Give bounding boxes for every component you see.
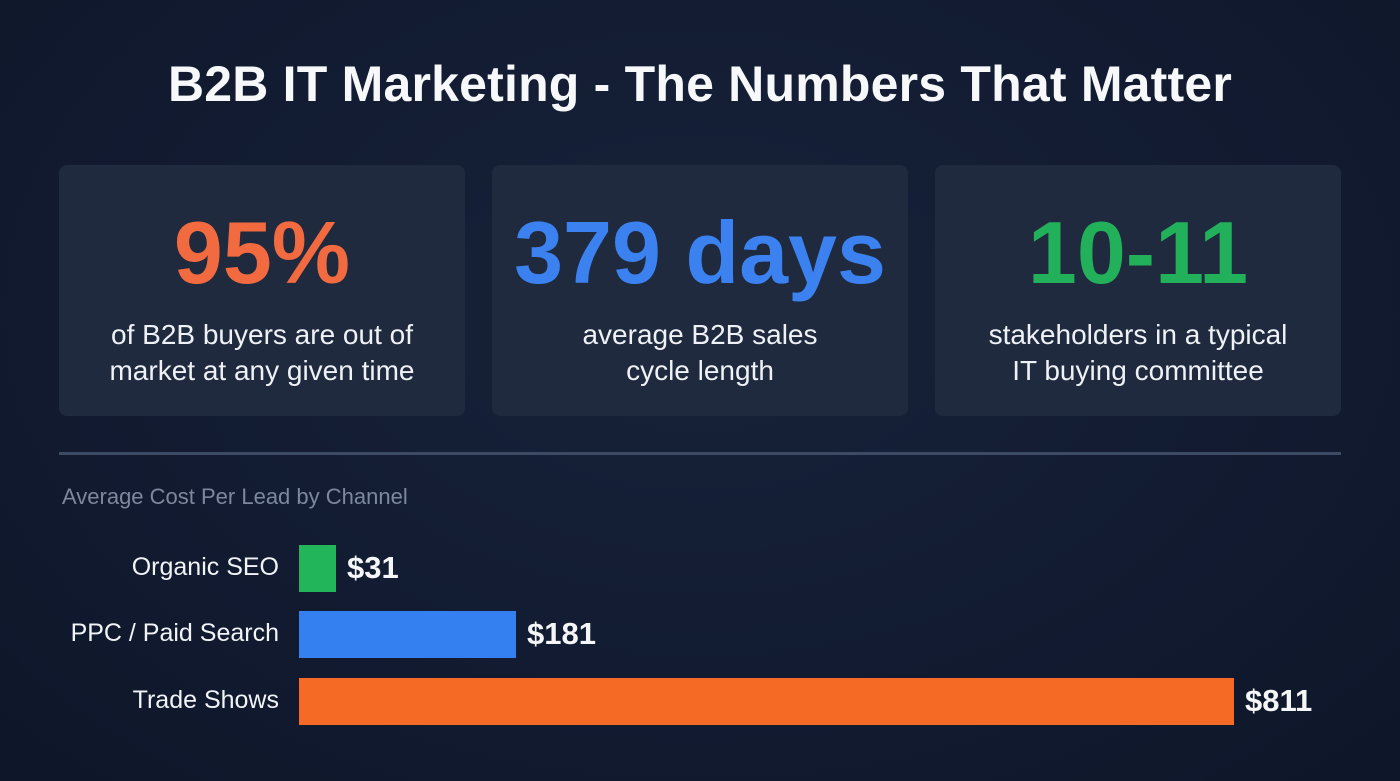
stat-description-line: market at any given time: [109, 355, 415, 386]
stat-description-line: stakeholders in a typical: [988, 319, 1288, 350]
stat-description-line: average B2B sales: [582, 319, 818, 350]
stat-description-line: of B2B buyers are out of: [111, 319, 413, 350]
bar-label: Organic SEO: [131, 553, 279, 581]
chart-title: Average Cost Per Lead by Channel: [62, 484, 408, 509]
stat-description: average B2B sales cycle length: [492, 317, 908, 389]
stat-description: of B2B buyers are out of market at any g…: [59, 317, 465, 389]
bar-row-ppc: PPC / Paid Search $181: [0, 611, 1400, 659]
bar-value: $811: [1245, 683, 1313, 718]
bar: [299, 678, 1234, 725]
stat-description-line: IT buying committee: [1012, 355, 1264, 386]
bar: [299, 545, 336, 592]
bar-value: $181: [527, 616, 596, 651]
stat-value: 10-11: [1027, 203, 1249, 302]
bar-label: Trade Shows: [132, 686, 279, 714]
stat-description: stakeholders in a typical IT buying comm…: [935, 317, 1341, 389]
page-title: B2B IT Marketing - The Numbers That Matt…: [167, 56, 1233, 112]
stat-description-line: cycle length: [626, 355, 774, 386]
bar-row-trade-shows: Trade Shows $811: [0, 678, 1400, 726]
bar-value: $31: [347, 550, 399, 585]
stat-card-sales-cycle: 379 days average B2B sales cycle length: [492, 165, 908, 416]
bar-row-organic-seo: Organic SEO $31: [0, 545, 1400, 593]
stat-card-out-of-market: 95% of B2B buyers are out of market at a…: [59, 165, 465, 416]
stat-value: 379 days: [514, 203, 886, 302]
stat-card-stakeholders: 10-11 stakeholders in a typical IT buyin…: [935, 165, 1341, 416]
bar-label: PPC / Paid Search: [70, 619, 279, 647]
stat-value: 95%: [173, 203, 351, 302]
bar: [299, 611, 516, 658]
section-divider: [59, 452, 1341, 455]
